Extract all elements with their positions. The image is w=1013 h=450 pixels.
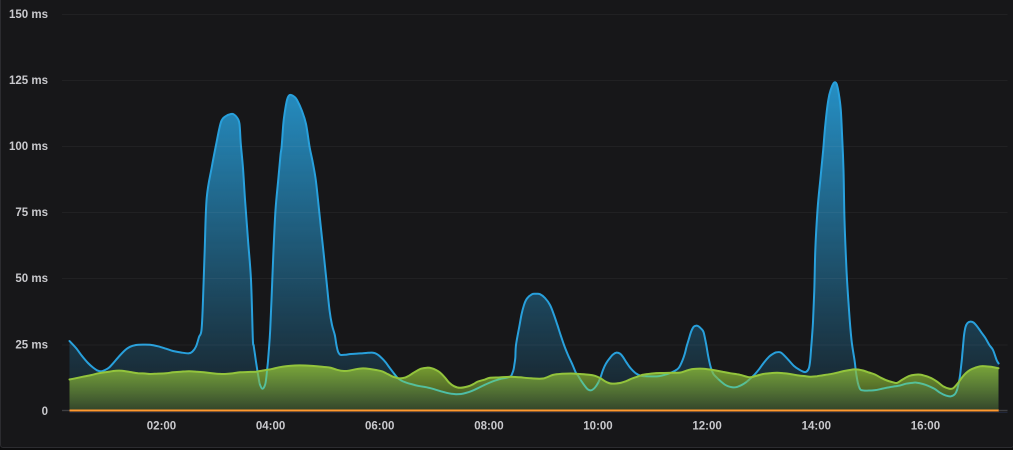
svg-text:06:00: 06:00 [365,421,394,433]
svg-text:16:00: 16:00 [911,421,940,433]
svg-text:08:00: 08:00 [474,421,503,433]
svg-text:04:00: 04:00 [256,421,285,433]
svg-text:12:00: 12:00 [692,421,721,433]
svg-text:150 ms: 150 ms [9,9,48,21]
svg-text:50 ms: 50 ms [15,273,48,285]
svg-text:02:00: 02:00 [147,421,176,433]
svg-text:100 ms: 100 ms [9,141,48,153]
svg-text:25 ms: 25 ms [15,340,48,352]
svg-text:14:00: 14:00 [802,421,831,433]
svg-text:0: 0 [42,406,48,418]
svg-text:125 ms: 125 ms [9,75,48,87]
svg-text:75 ms: 75 ms [15,207,48,219]
svg-text:10:00: 10:00 [583,421,612,433]
